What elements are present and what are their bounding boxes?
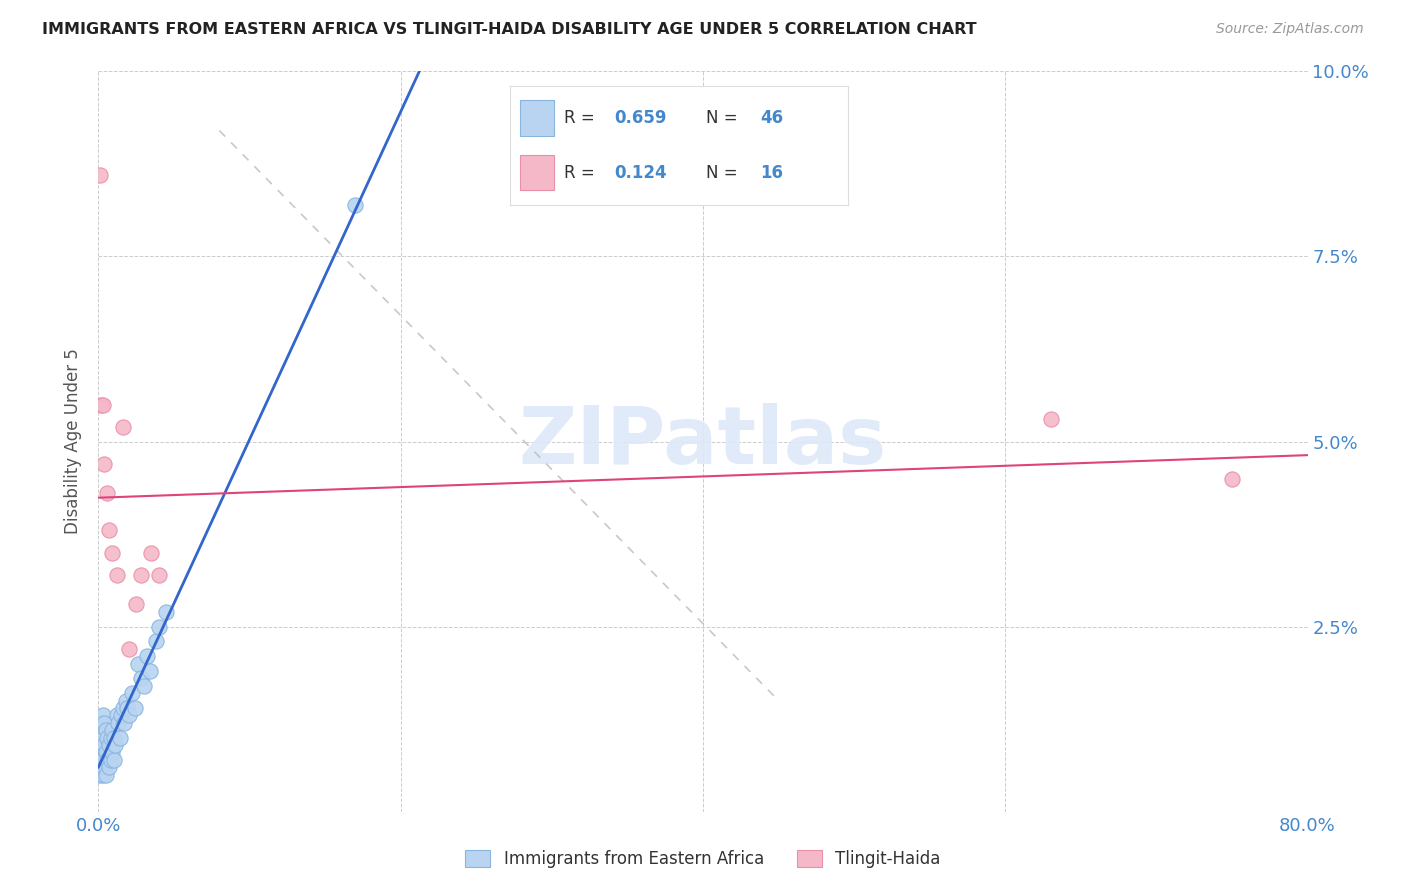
Point <box>101 723 124 738</box>
Point <box>108 731 131 745</box>
Point <box>129 567 152 582</box>
Point <box>93 738 115 752</box>
Point <box>100 753 122 767</box>
Point <box>344 197 367 211</box>
Point <box>89 746 111 760</box>
Point <box>90 760 112 774</box>
Point <box>127 657 149 671</box>
Point <box>101 746 124 760</box>
Point <box>94 767 117 781</box>
Point <box>90 715 112 730</box>
Point <box>135 649 157 664</box>
Point <box>104 738 127 752</box>
Point <box>96 753 118 767</box>
Point <box>91 398 114 412</box>
Text: ZIPatlas: ZIPatlas <box>519 402 887 481</box>
Point <box>90 738 112 752</box>
Point <box>114 694 136 708</box>
Point <box>155 605 177 619</box>
Point <box>91 731 114 745</box>
Point <box>89 168 111 182</box>
Point <box>115 701 138 715</box>
Point <box>93 760 115 774</box>
Point <box>100 731 122 745</box>
Point <box>91 753 114 767</box>
Point <box>124 701 146 715</box>
Point <box>105 567 128 582</box>
Point <box>125 598 148 612</box>
Point <box>145 634 167 648</box>
Point <box>93 457 115 471</box>
Point <box>1039 412 1062 426</box>
Point <box>98 760 121 774</box>
Point <box>121 686 143 700</box>
Point <box>111 701 134 715</box>
Y-axis label: Disability Age Under 5: Disability Age Under 5 <box>65 349 83 534</box>
Point <box>139 664 162 678</box>
Point <box>89 767 111 781</box>
Point <box>103 731 125 745</box>
Point <box>93 715 115 730</box>
Legend: Immigrants from Eastern Africa, Tlingit-Haida: Immigrants from Eastern Africa, Tlingit-… <box>458 843 948 875</box>
Point <box>105 708 128 723</box>
Point <box>118 708 141 723</box>
Point <box>1220 472 1243 486</box>
Point <box>112 715 135 730</box>
Text: Source: ZipAtlas.com: Source: ZipAtlas.com <box>1216 22 1364 37</box>
Point <box>90 398 112 412</box>
Point <box>98 524 121 538</box>
Point <box>118 641 141 656</box>
Point <box>94 746 117 760</box>
Point <box>101 545 124 560</box>
Point <box>91 708 114 723</box>
Point <box>110 708 132 723</box>
Point <box>103 753 125 767</box>
Point <box>107 715 129 730</box>
Point <box>111 419 134 434</box>
Point <box>91 767 114 781</box>
Point <box>96 731 118 745</box>
Point <box>141 545 163 560</box>
Point <box>96 486 118 500</box>
Point <box>132 679 155 693</box>
Text: IMMIGRANTS FROM EASTERN AFRICA VS TLINGIT-HAIDA DISABILITY AGE UNDER 5 CORRELATI: IMMIGRANTS FROM EASTERN AFRICA VS TLINGI… <box>42 22 977 37</box>
Point <box>129 672 152 686</box>
Point <box>94 723 117 738</box>
Point <box>148 619 170 633</box>
Point <box>148 567 170 582</box>
Point <box>98 738 121 752</box>
